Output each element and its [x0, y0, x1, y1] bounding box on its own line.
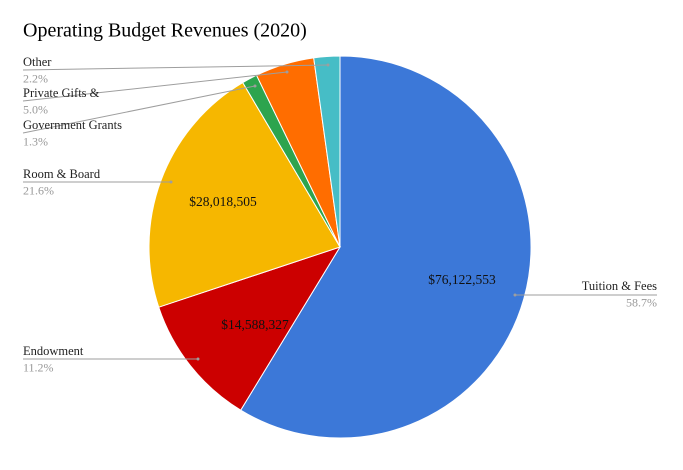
slice-percent: 1.3%: [23, 134, 48, 148]
pie-slice: [313, 55, 341, 248]
pie-slice: [240, 55, 532, 439]
slice-label: Tuition & Fees: [582, 279, 657, 293]
leader-line: [22, 85, 256, 134]
slice-label: Government Grants: [23, 118, 122, 132]
slice-percent: 11.2%: [23, 360, 54, 374]
leader-dot: [253, 84, 257, 88]
leader-dot: [326, 63, 330, 67]
amount-label: $76,122,553: [428, 272, 496, 287]
chart-title: Operating Budget Revenues (2020): [23, 20, 307, 42]
slice-label: Private Gifts &: [23, 86, 100, 100]
pie-slice: [148, 81, 341, 308]
slice-percent: 2.2%: [23, 71, 48, 85]
leader-dot: [196, 357, 200, 361]
slice-percent: 21.6%: [23, 183, 54, 197]
amount-label: $14,588,327: [221, 317, 289, 332]
amount-label: $28,018,505: [189, 194, 257, 209]
slice-label: Other: [23, 55, 52, 69]
slice-label: Endowment: [23, 344, 84, 358]
slice-percent: 5.0%: [23, 102, 48, 116]
leader-line: [22, 71, 288, 102]
leader-dot: [285, 70, 289, 74]
leader-dot: [513, 293, 517, 297]
pie-slice: [158, 246, 342, 411]
leader-dot: [169, 180, 173, 184]
slice-percent: 58.7%: [626, 295, 657, 309]
slice-label: Room & Board: [23, 167, 101, 181]
leader-line: [22, 64, 329, 71]
